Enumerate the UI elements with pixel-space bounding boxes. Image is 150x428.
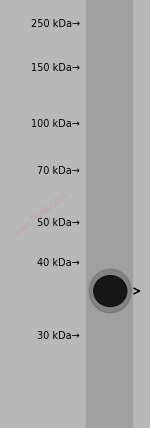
Text: 150 kDa→: 150 kDa→ [31, 63, 80, 74]
Text: 50 kDa→: 50 kDa→ [37, 217, 80, 228]
Text: 250 kDa→: 250 kDa→ [31, 18, 80, 29]
Text: www.TGAB.COM: www.TGAB.COM [14, 190, 70, 238]
Text: 30 kDa→: 30 kDa→ [38, 331, 80, 341]
Ellipse shape [89, 269, 131, 313]
Text: 100 kDa→: 100 kDa→ [31, 119, 80, 129]
Bar [86, 0, 132, 428]
Ellipse shape [94, 276, 127, 306]
Text: 70 kDa→: 70 kDa→ [37, 166, 80, 176]
Text: 40 kDa→: 40 kDa→ [38, 258, 80, 268]
